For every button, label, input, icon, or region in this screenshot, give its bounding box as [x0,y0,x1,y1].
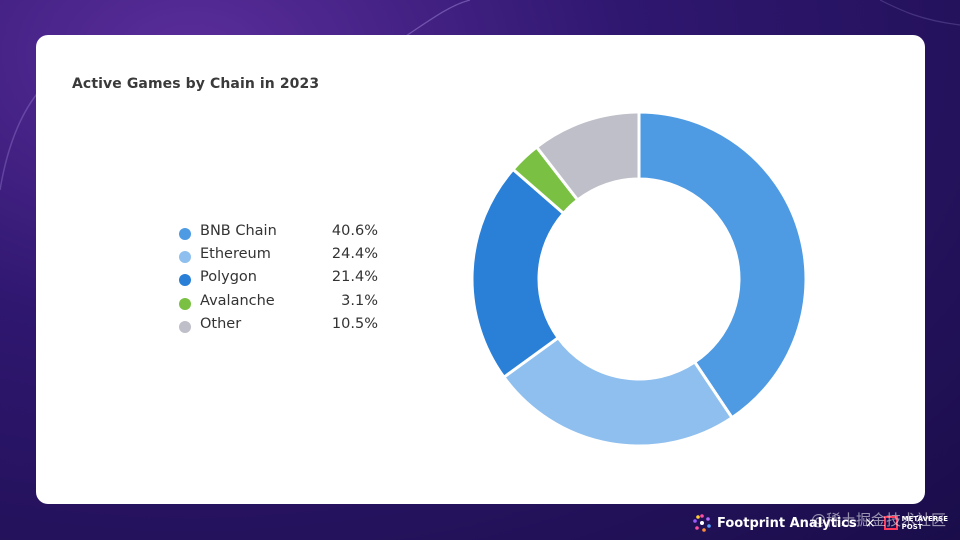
legend-swatch [179,297,191,310]
donut-slice-ethereum [501,335,735,448]
legend-value: 21.4% [331,269,378,286]
legend-label: Avalanche [200,292,275,309]
legend-swatch [179,228,191,240]
partner-name-line2: POST [901,523,923,531]
legend-label: Polygon [200,269,257,286]
footprint-logo-icon [693,514,711,532]
legend-swatch [179,274,191,287]
footer-brand-name: Footprint Analytics [717,515,857,531]
legend-value: 10.5% [331,315,378,332]
legend-label: BNB Chain [200,223,277,239]
watermark: @稀土掘金技术社区 [810,511,946,529]
legend-value: 3.1% [341,292,378,309]
legend-label: Other [200,315,242,332]
partner-name-line1: METAVERSE [901,515,948,523]
footer-branding: Footprint Analytics × METAVERSE POST [691,512,948,534]
partner-logo-icon [883,516,898,530]
legend-swatch [179,320,191,333]
donut-slice-bnb-chain [637,110,808,420]
chart-title: Active Games by Chain in 2023 [72,76,320,92]
partner-logo: METAVERSE POST [883,515,948,531]
legend-label: Ethereum [200,246,271,263]
donut-slice-other [534,110,641,203]
legend-swatch [179,251,191,264]
footer-separator: × [864,515,876,531]
legend-value: 40.6% [331,223,378,239]
donut-chart [470,110,808,448]
chart-card: Active Games by Chain in 2023 BNB Chain 4… [36,35,925,504]
legend-value: 24.4% [331,246,378,263]
